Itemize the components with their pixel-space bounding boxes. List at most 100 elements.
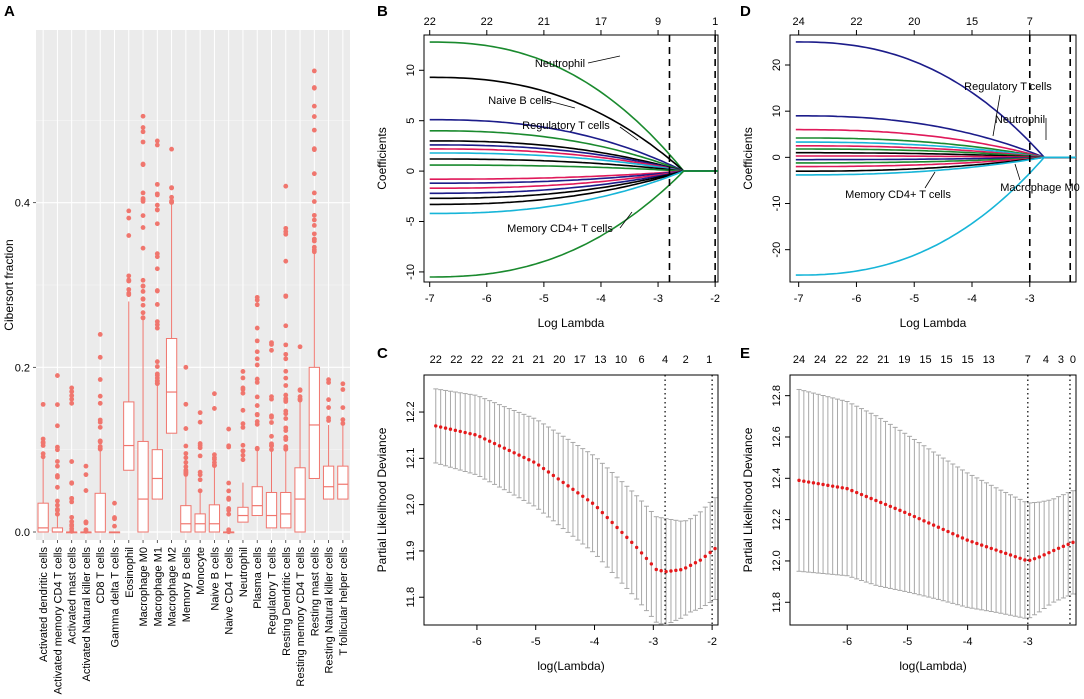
- x-tick-label: Resting mast cells: [309, 547, 321, 637]
- top-tick-label: 2: [683, 354, 689, 366]
- top-tick-label: 15: [961, 354, 973, 366]
- outlier-point: [154, 381, 160, 386]
- annotation-label: Memory CD4+ T cells: [845, 189, 951, 201]
- outlier-point: [311, 68, 317, 74]
- annotation-leader: [544, 99, 576, 109]
- panel-d: D -7 -6 -5 -4 -3 -20 -10 0 10 20 24 22 20 15 7 Regulator…: [740, 3, 1080, 330]
- mean-point: [845, 486, 849, 491]
- mean-point: [581, 494, 585, 498]
- y-axis-title: Cibersort fraction: [2, 239, 16, 330]
- mean-point: [960, 536, 965, 540]
- outlier-point: [269, 394, 274, 400]
- coef-path-8: [795, 155, 1076, 159]
- outlier-point: [283, 437, 289, 442]
- x-tick-label: T follicular helper cells: [338, 547, 350, 656]
- outlier-point: [311, 244, 317, 250]
- plot-frame: [789, 34, 1077, 283]
- outlier-point: [311, 114, 317, 119]
- plot-frame: [789, 374, 1077, 626]
- outlier-point: [97, 446, 103, 452]
- outlier-point: [340, 421, 346, 426]
- mean-point: [659, 569, 663, 573]
- outlier-point: [97, 377, 103, 382]
- top-tick-label: 22: [850, 16, 862, 28]
- coef-path-9: [429, 164, 718, 172]
- top-tick-label: 22: [424, 16, 436, 28]
- top-tick-label: 6: [638, 354, 644, 366]
- outlier-point: [140, 245, 146, 251]
- outlier-point: [283, 356, 289, 362]
- coef-path-1: [795, 115, 1076, 159]
- outlier-point: [69, 400, 75, 406]
- top-tick-label: 15: [940, 354, 952, 366]
- annotation-leader: [587, 55, 621, 64]
- outlier-point: [240, 442, 246, 448]
- mean-point: [448, 427, 453, 431]
- mean-point: [888, 504, 893, 509]
- outlier-point: [254, 294, 260, 300]
- annotation-label: Naive B cells: [488, 95, 552, 107]
- outlier-point: [69, 389, 75, 395]
- top-tick-label: 22: [430, 354, 442, 366]
- mean-point: [1047, 550, 1051, 555]
- outlier-point: [169, 185, 174, 191]
- mean-point: [903, 510, 907, 515]
- box-14: [237, 369, 249, 523]
- outlier-point: [154, 138, 160, 144]
- outlier-point: [240, 448, 246, 454]
- top-tick-label: 20: [553, 354, 565, 366]
- coef-path-11: [429, 170, 718, 184]
- outlier-point: [140, 225, 146, 230]
- panel-label-e: E: [740, 345, 750, 362]
- outlier-point: [69, 480, 75, 486]
- top-tick-label: 17: [574, 354, 586, 366]
- outlier-point: [140, 289, 146, 294]
- mean-point: [922, 519, 926, 523]
- outlier-point: [40, 451, 46, 457]
- coef-path-6: [429, 148, 718, 172]
- outlier-point: [140, 199, 146, 204]
- mean-point: [917, 516, 921, 521]
- outlier-point: [240, 385, 246, 391]
- outlier-point: [69, 519, 75, 524]
- box-5: [108, 500, 121, 534]
- outlier-point: [340, 381, 346, 387]
- x-tick-label: Resting memory CD4 T cells: [295, 547, 307, 687]
- outlier-point: [55, 444, 60, 450]
- mean-point: [859, 492, 864, 497]
- outlier-point: [297, 396, 303, 402]
- mean-point: [869, 496, 873, 501]
- coef-path-12: [429, 170, 718, 189]
- top-tick-label: 22: [856, 354, 868, 366]
- mean-point: [688, 563, 693, 568]
- x-tick-label: Naive B cells: [209, 547, 221, 611]
- top-tick-label: 4: [1043, 354, 1049, 366]
- outlier-point: [226, 507, 232, 513]
- box-2: [66, 385, 78, 534]
- mean-point: [931, 523, 936, 527]
- mean-point: [713, 546, 717, 551]
- outlier-point: [269, 414, 274, 420]
- top-tick-label: 17: [595, 16, 607, 28]
- mean-point: [989, 546, 993, 551]
- outlier-point: [212, 406, 217, 411]
- mean-point: [497, 444, 502, 448]
- x-tick-label: -4: [963, 636, 973, 648]
- top-tick-label: 7: [1027, 16, 1033, 28]
- top-tick-label: 21: [877, 354, 889, 366]
- outlier-point: [269, 441, 274, 447]
- outlier-point: [226, 488, 232, 494]
- outlier-point: [283, 425, 289, 431]
- coef-path-12: [795, 156, 1076, 172]
- outlier-point: [69, 495, 75, 501]
- mean-point: [502, 446, 507, 450]
- outlier-point: [326, 415, 331, 421]
- panel-label-b: B: [377, 3, 388, 20]
- annotation-leader: [992, 94, 1001, 137]
- mean-point: [463, 430, 467, 435]
- top-tick-label: 21: [538, 16, 550, 28]
- outlier-point: [254, 394, 260, 400]
- outlier-point: [254, 379, 260, 385]
- outlier-point: [154, 319, 160, 325]
- outlier-point: [140, 277, 146, 283]
